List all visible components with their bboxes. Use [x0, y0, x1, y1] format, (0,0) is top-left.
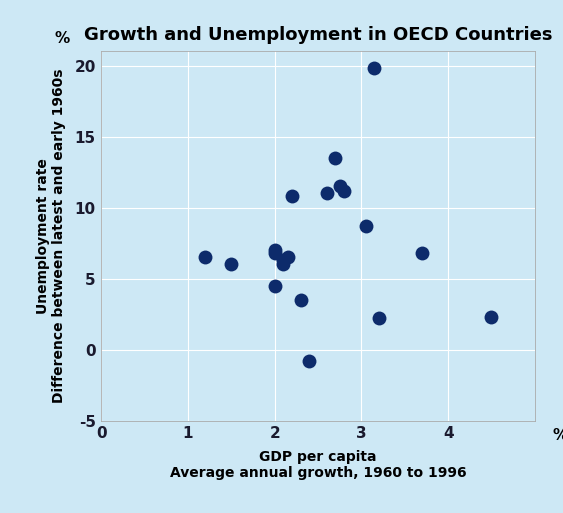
Point: [279, 260, 288, 268]
Point: [487, 313, 496, 321]
Point: [296, 296, 305, 304]
Title: Growth and Unemployment in OECD Countries: Growth and Unemployment in OECD Countrie…: [84, 26, 552, 44]
Point: [339, 186, 348, 194]
Point: [288, 192, 297, 200]
Point: [270, 282, 279, 290]
Point: [305, 357, 314, 365]
Point: [322, 189, 331, 198]
Point: [374, 314, 383, 323]
Point: [279, 256, 288, 264]
Point: [370, 64, 379, 72]
Point: [361, 222, 370, 230]
Point: [331, 154, 340, 162]
Text: %: %: [552, 428, 563, 443]
Y-axis label: Unemployment rate
Difference between latest and early 1960s: Unemployment rate Difference between lat…: [36, 69, 66, 403]
Point: [418, 249, 427, 257]
X-axis label: GDP per capita
Average annual growth, 1960 to 1996: GDP per capita Average annual growth, 19…: [170, 449, 466, 480]
Point: [270, 249, 279, 257]
Point: [227, 260, 236, 268]
Point: [283, 253, 292, 262]
Point: [336, 182, 345, 190]
Text: %: %: [55, 31, 70, 46]
Point: [201, 253, 210, 262]
Point: [270, 246, 279, 254]
